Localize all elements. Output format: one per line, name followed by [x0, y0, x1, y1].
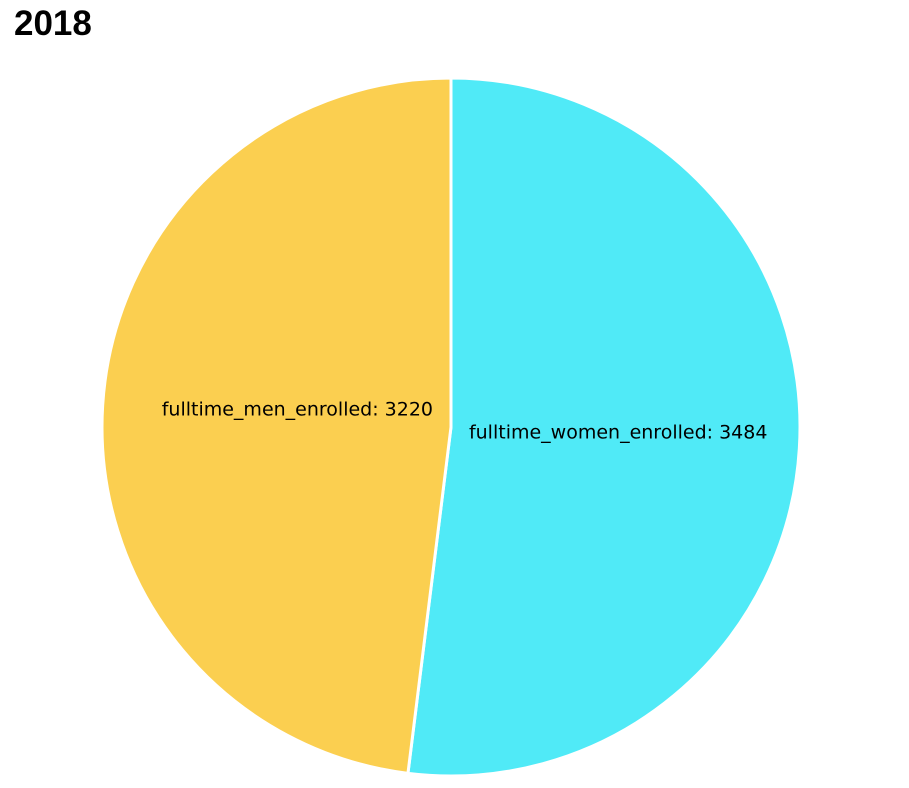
pie-labels: fulltime_women_enrolled: 3484 fulltime_me… — [162, 399, 768, 444]
pie-label-fulltime-women-enrolled: fulltime_women_enrolled: 3484 — [469, 422, 767, 444]
pie-slice-fulltime-men-enrolled[interactable] — [100, 76, 453, 775]
pie-slice-fulltime-women-enrolled[interactable] — [406, 76, 802, 778]
chart-title: 2018 — [14, 4, 92, 43]
pie-label-fulltime-men-enrolled: fulltime_men_enrolled: 3220 — [162, 399, 433, 421]
pie-slices — [100, 76, 802, 778]
